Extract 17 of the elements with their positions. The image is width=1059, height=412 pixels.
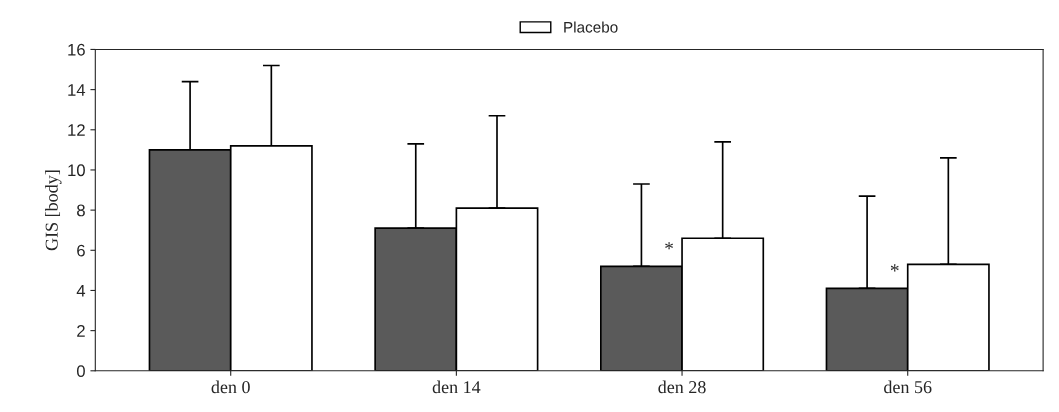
y-tick-label: 2 — [77, 325, 85, 337]
y-axis-title: GIS [body] — [45, 170, 62, 251]
x-tick-label: den 0 — [211, 380, 250, 394]
y-tick-label: 10 — [68, 164, 85, 177]
y-tick-label: 16 — [68, 43, 85, 56]
x-tick-label: den 28 — [658, 380, 706, 394]
legend-label: Placebo — [564, 21, 618, 33]
annotation: * — [665, 242, 673, 250]
y-tick-label: 14 — [68, 84, 86, 96]
x-tick-label: den 56 — [884, 380, 932, 394]
y-tick-label: 8 — [77, 204, 85, 217]
y-tick-label: 12 — [68, 124, 85, 136]
x-tick-label: den 14 — [432, 380, 481, 394]
y-tick-label: 6 — [77, 244, 85, 257]
annotation: * — [890, 264, 899, 272]
y-tick-label: 4 — [76, 285, 86, 297]
y-tick-label: 0 — [76, 365, 85, 377]
